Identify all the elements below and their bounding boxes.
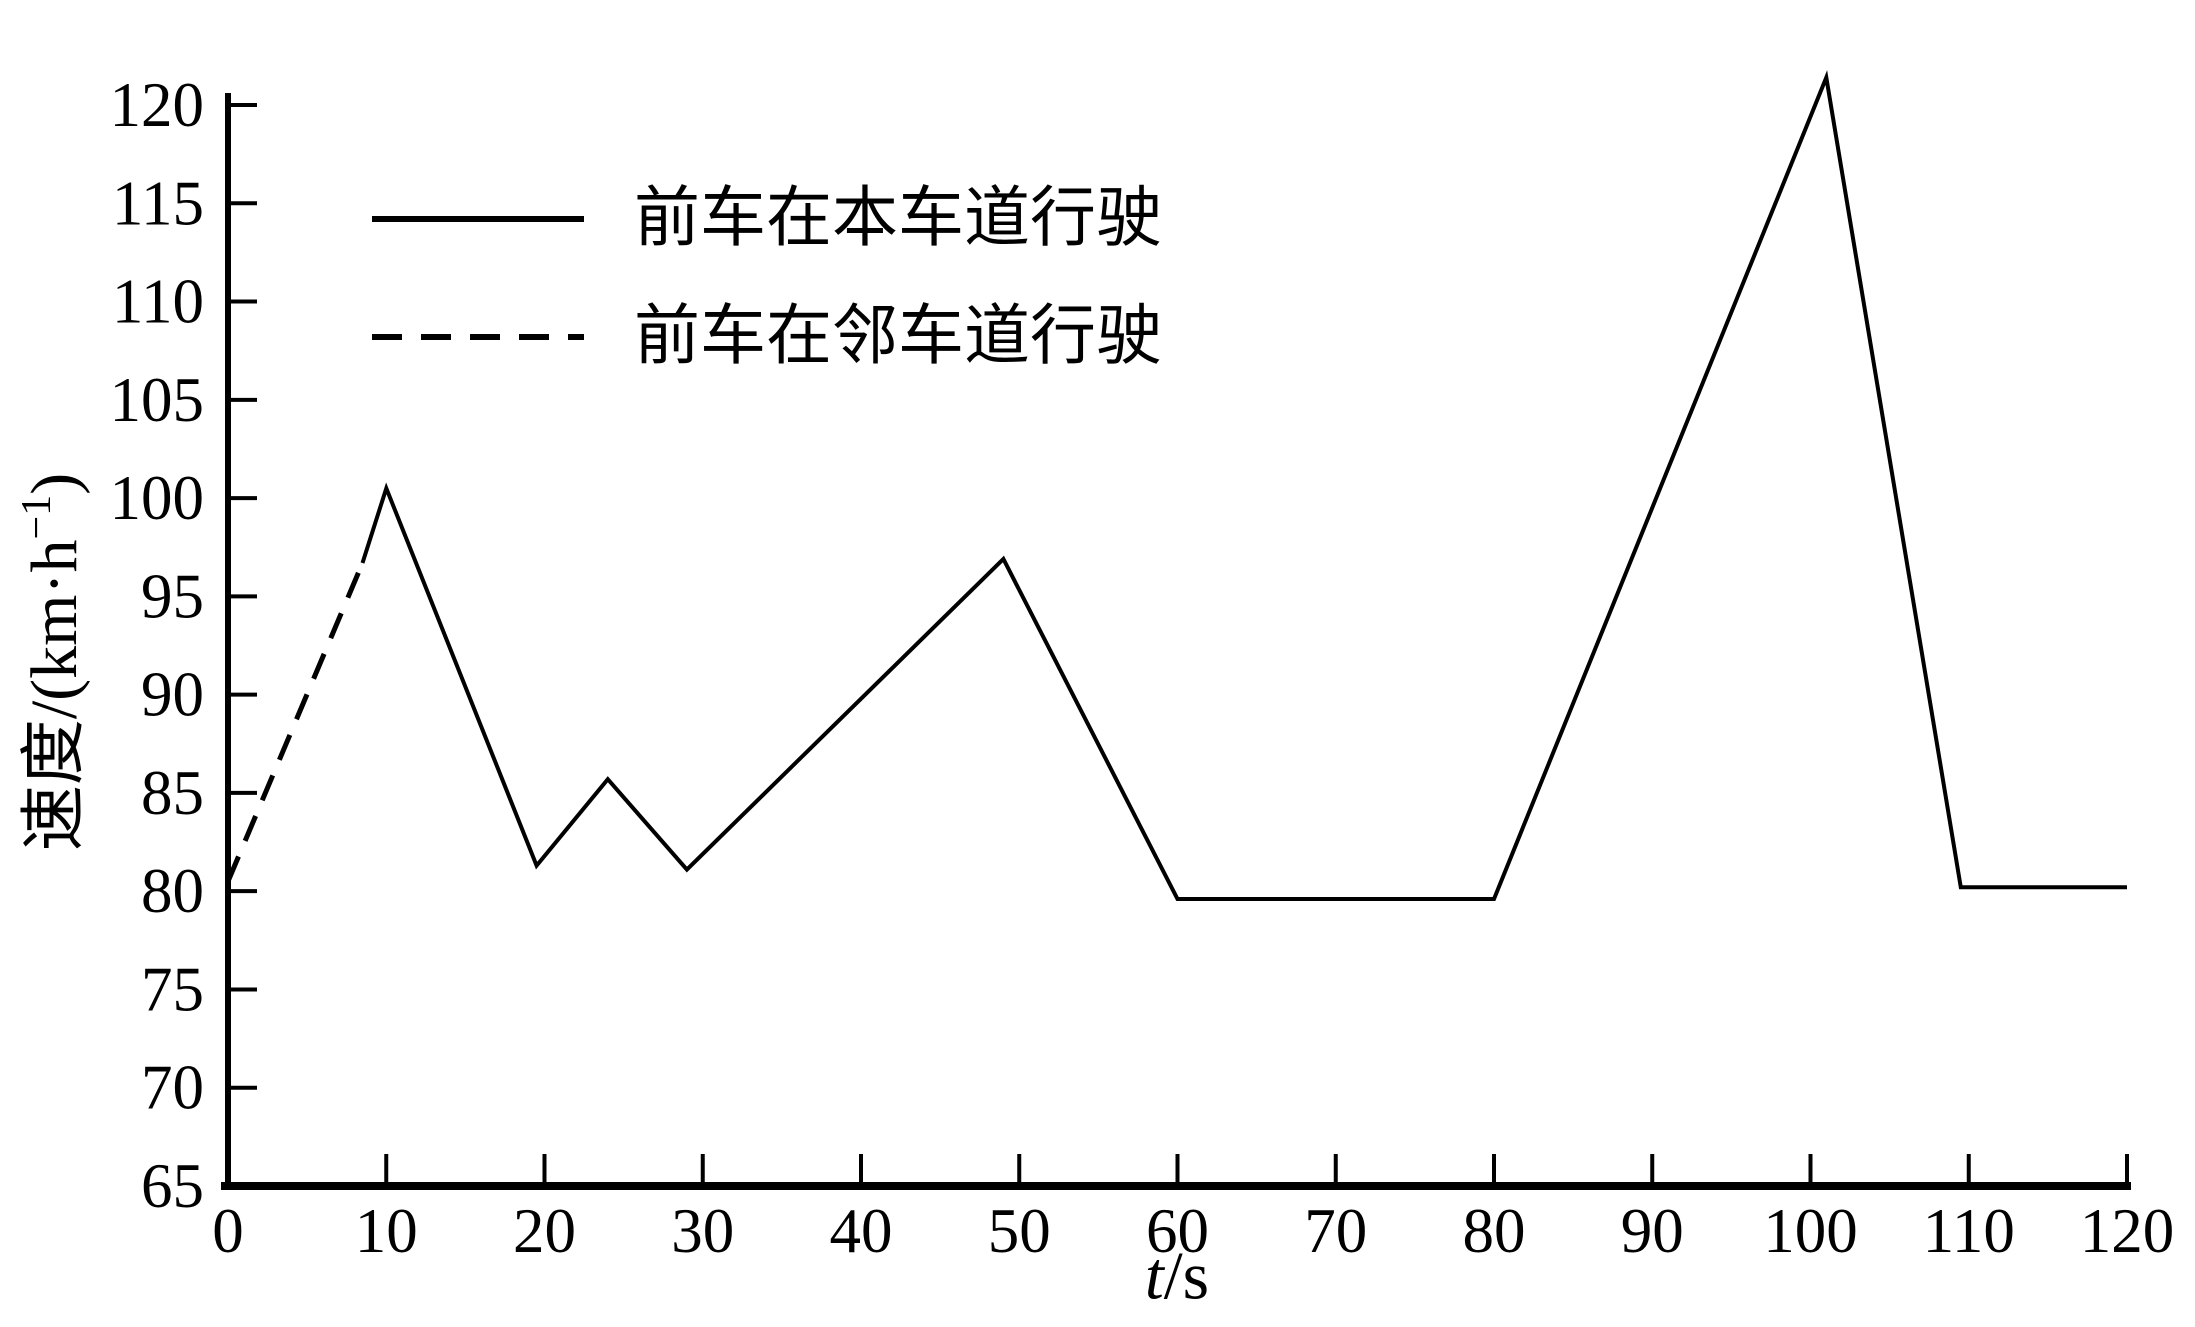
x-tick-label: 60 [1146,1196,1209,1266]
x-axis-unit: /s [1163,1237,1210,1314]
series-dashed-line [225,562,365,883]
x-axis-title: t/s [1145,1237,1209,1316]
y-tick-label: 95 [141,561,204,631]
series-solid-line [360,70,2127,901]
y-tick-label: 90 [141,660,204,730]
x-tick-label: 70 [1304,1196,1367,1266]
x-tick-label: 100 [1763,1196,1858,1266]
y-tick-label: 70 [141,1053,204,1123]
x-tick-label: 40 [830,1196,893,1266]
y-tick-label: 65 [141,1151,204,1221]
y-tick-label: 105 [110,365,205,435]
x-tick-label: 30 [671,1196,734,1266]
y-tick-label: 100 [110,463,205,533]
legend-row-dashed: 前车在邻车道行驶 [372,278,1162,396]
legend-label-solid: 前车在本车道行驶 [634,182,1162,255]
legend: 前车在本车道行驶 前车在邻车道行驶 [372,160,1162,396]
y-tick-label: 85 [141,758,204,828]
x-tick-label: 20 [513,1196,576,1266]
solid-line-swatch [372,216,584,222]
y-tick-label: 80 [141,856,204,926]
y-axis-title-prefix: 速度/(km·h [18,539,91,852]
y-axis-title-superscript: −1 [14,494,60,540]
x-tick-label: 0 [212,1196,244,1266]
y-axis-title-suffix: ) [18,472,91,495]
legend-row-solid: 前车在本车道行驶 [372,160,1162,278]
y-tick-label: 110 [112,267,204,337]
x-tick-label: 50 [988,1196,1051,1266]
x-tick-label: 110 [1923,1196,2015,1266]
x-tick-label: 10 [355,1196,418,1266]
x-tick-label: 90 [1621,1196,1684,1266]
x-axis-variable: t [1144,1237,1164,1314]
y-tick-label: 120 [110,70,205,140]
y-axis-title: 速度/(km·h−1) [0,473,96,851]
x-tick-label: 80 [1463,1196,1526,1266]
x-tick-label: 120 [2080,1196,2175,1266]
dashed-line-swatch [372,334,584,340]
y-tick-label: 115 [112,168,204,238]
y-tick-label: 75 [141,954,204,1024]
legend-label-dashed: 前车在邻车道行驶 [634,300,1162,373]
